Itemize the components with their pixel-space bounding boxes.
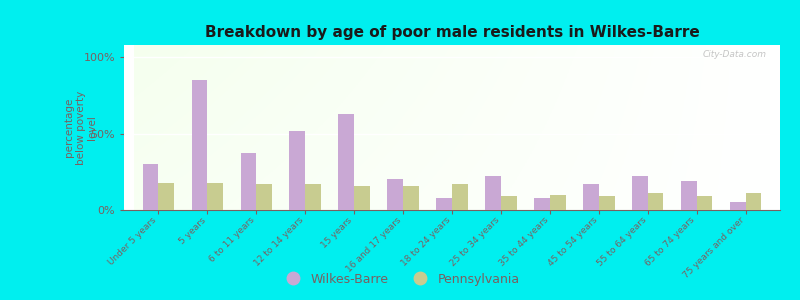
Bar xyxy=(452,184,468,210)
Bar xyxy=(338,114,354,210)
Bar xyxy=(387,179,403,210)
Bar xyxy=(142,164,158,210)
Bar xyxy=(207,182,223,210)
Bar xyxy=(241,154,256,210)
Y-axis label: percentage
below poverty
level: percentage below poverty level xyxy=(64,90,97,165)
Bar xyxy=(730,202,746,210)
Bar xyxy=(501,196,517,210)
Bar xyxy=(158,182,174,210)
Bar xyxy=(290,130,305,210)
Bar xyxy=(632,176,648,210)
Bar xyxy=(583,184,599,210)
Bar xyxy=(191,80,207,210)
Bar xyxy=(486,176,501,210)
Bar xyxy=(681,181,697,210)
Bar xyxy=(436,198,452,210)
Bar xyxy=(746,193,762,210)
Bar xyxy=(648,193,663,210)
Bar xyxy=(256,184,272,210)
Bar xyxy=(599,196,614,210)
Legend: Wilkes-Barre, Pennsylvania: Wilkes-Barre, Pennsylvania xyxy=(275,268,525,291)
Bar xyxy=(550,195,566,210)
Bar xyxy=(697,196,713,210)
Bar xyxy=(534,198,550,210)
Bar xyxy=(354,186,370,210)
Bar xyxy=(305,184,321,210)
Text: City-Data.com: City-Data.com xyxy=(703,50,767,59)
Title: Breakdown by age of poor male residents in Wilkes-Barre: Breakdown by age of poor male residents … xyxy=(205,25,699,40)
Bar xyxy=(403,186,418,210)
